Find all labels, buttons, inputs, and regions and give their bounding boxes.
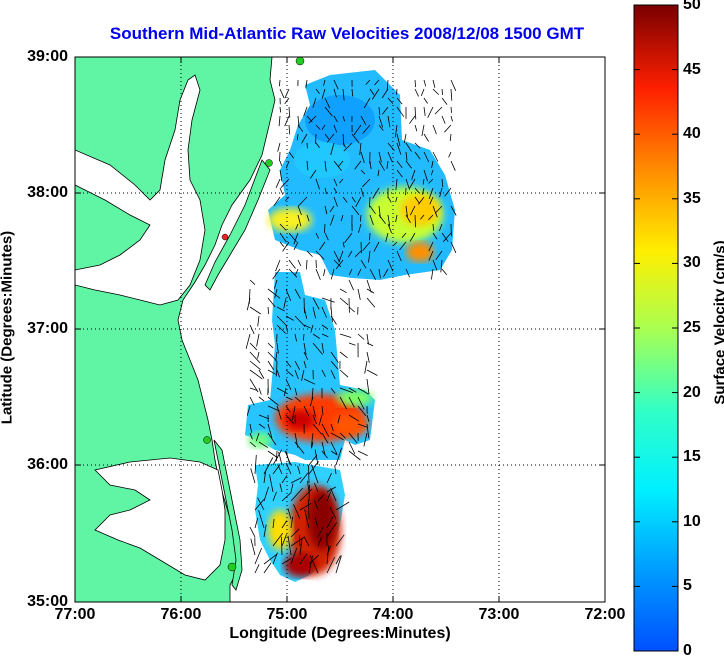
station-marker-highlight <box>222 234 228 240</box>
velocity-vector <box>309 485 310 501</box>
y-tick-label: 37:00 <box>16 320 68 338</box>
velocity-vector <box>309 465 310 483</box>
x-axis-label: Longitude (Degrees:Minutes) <box>75 625 605 643</box>
colorbar-label: Surface Velocity (cm/s) <box>712 203 724 443</box>
velocity-vector <box>304 298 305 313</box>
x-tick-label: 77:00 <box>40 606 110 624</box>
x-tick-label: 74:00 <box>358 606 428 624</box>
y-tick-label: 36:00 <box>16 456 68 474</box>
colorbar-tick-label: 15 <box>683 448 717 466</box>
colorbar-tick-label: 50 <box>683 0 717 14</box>
velocity-vector <box>280 152 281 161</box>
colorbar-tick-label: 45 <box>683 61 717 79</box>
colorbar-tick-label: 5 <box>683 577 717 595</box>
y-axis-label: Latitude (Degrees:Minutes) <box>0 203 16 453</box>
velocity-vector <box>397 89 398 95</box>
x-tick-label: 75:00 <box>252 606 322 624</box>
colorbar-tick-label: 10 <box>683 513 717 531</box>
colorbar-tick-label: 40 <box>683 125 717 143</box>
x-tick-label: 73:00 <box>464 606 534 624</box>
velocity-vector <box>309 500 310 519</box>
station-marker <box>266 160 273 167</box>
velocity-vector <box>370 233 371 240</box>
y-tick-label: 38:00 <box>16 184 68 202</box>
x-tick-label: 72:00 <box>570 606 640 624</box>
y-tick-label: 39:00 <box>16 48 68 66</box>
x-tick-label: 76:00 <box>146 606 216 624</box>
station-marker <box>296 57 304 65</box>
station-marker <box>228 563 236 571</box>
station-marker <box>204 437 211 444</box>
colorbar-tick-label: 0 <box>683 642 717 660</box>
colorbar <box>634 5 678 651</box>
